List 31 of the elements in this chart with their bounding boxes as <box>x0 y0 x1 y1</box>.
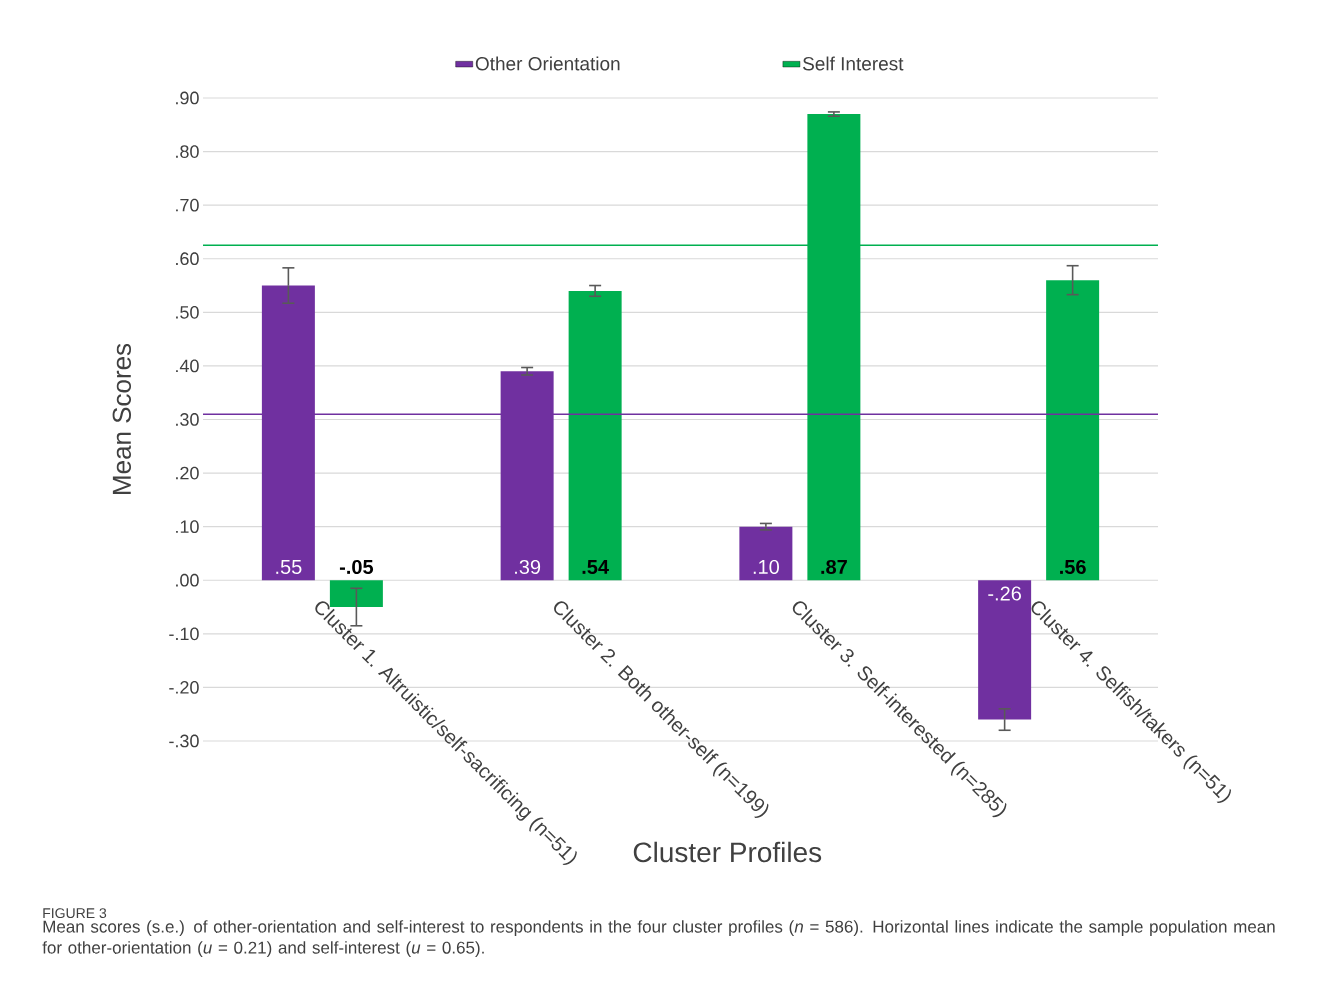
data-label: .55 <box>276 560 302 575</box>
bar <box>568 290 622 581</box>
bar <box>1046 280 1100 581</box>
y-tick-label: -.20 <box>169 681 199 694</box>
text: Mean scores (s.e.) of other-orientation and self-interest to respondents in the four cluster profiles (n = 586). Horizontal lines indicate the sample population mean for other-orientation (u = 0.21) and self-interest (u = 0.65). <box>42 920 1275 958</box>
y-tick-label: -.10 <box>169 627 199 641</box>
y-axis-title: Mean Scores <box>112 343 132 494</box>
data-label: -.26 <box>988 586 1021 601</box>
y-tick-label: .10 <box>176 520 199 534</box>
data-label: .54 <box>582 560 609 575</box>
legend-label: Other Orientation <box>475 56 620 71</box>
y-tick-label: .50 <box>176 305 199 319</box>
y-tick-label: .60 <box>176 252 199 266</box>
data-label: .39 <box>515 559 541 575</box>
y-tick-label: .90 <box>176 91 199 105</box>
y-tick-label: .80 <box>176 145 199 158</box>
y-tick-label: -.30 <box>169 734 199 748</box>
x-axis-title: Cluster Profiles <box>633 841 822 863</box>
y-tick-label: .30 <box>176 413 199 426</box>
data-label: .10 <box>753 559 779 575</box>
y-tick-label: .40 <box>176 359 199 373</box>
y-tick-label: .20 <box>176 466 199 480</box>
caption: FIGURE 3 <box>43 908 107 919</box>
bar <box>739 526 793 581</box>
y-tick-label: .00 <box>176 573 199 587</box>
data-label: -.05 <box>339 559 374 575</box>
legend-label: Self Interest <box>803 56 904 71</box>
bar <box>978 580 1032 720</box>
data-label: .56 <box>1060 559 1086 575</box>
data-label: .87 <box>821 559 847 575</box>
y-tick-label: .70 <box>176 198 199 212</box>
